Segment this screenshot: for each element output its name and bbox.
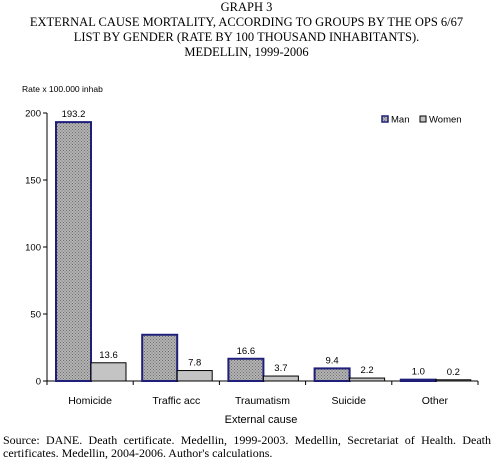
y-tick-label: 150 [25,176,41,187]
bar-women [262,375,299,382]
x-tick-label: Other [422,395,449,407]
y-tick-label: 0 [36,377,41,388]
bar-women [176,370,213,382]
bar-women [90,362,127,382]
y-tick-label: 50 [30,310,41,321]
x-tick-label: Suicide [331,395,366,407]
chart-title: GRAPH 3 EXTERNAL CAUSE MORTALITY, ACCORD… [0,0,493,60]
bar-women [349,377,386,382]
legend-label-man: Man [391,115,409,126]
data-label: 193.2 [62,109,86,120]
legend-swatch-women [419,115,427,123]
data-label: 7.8 [188,358,201,369]
y-axis-label: Rate x 100.000 inhab [22,84,103,94]
bar-man [399,378,437,383]
title-line-2: EXTERNAL CAUSE MORTALITY, ACCORDING TO G… [29,15,464,29]
data-label: 3.7 [274,363,287,374]
legend-swatch-man [381,115,389,123]
data-label: 13.6 [99,350,118,361]
y-tick-label: 100 [25,243,41,254]
legend-label-women: Women [429,115,462,126]
source-note: Source: DANE. Death certificate. Medelli… [3,433,491,460]
y-tick-label: 200 [25,109,41,120]
bar-man [313,367,351,382]
title-line-4: MEDELLIN, 1999-2006 [184,45,309,59]
bar-man [141,333,179,382]
data-label: 2.2 [360,365,373,376]
title-line-3: LIST BY GENDER (RATE BY 100 THOUSAND INH… [73,30,420,44]
data-label: 1.0 [412,367,425,378]
x-axis-label: External cause [225,414,298,426]
bar-man [55,121,92,382]
bar-man [227,357,265,383]
x-tick-label: Traffic acc [152,395,200,407]
data-label: 16.6 [237,346,256,357]
title-line-1: GRAPH 3 [220,0,273,14]
data-label: 9.4 [325,355,338,366]
x-tick-label: Homicide [68,395,112,407]
bar-women [435,379,472,382]
data-label: 0.2 [447,367,460,378]
x-tick-label: Traumatism [235,395,290,407]
bar-chart: 0 50 100 150 200 Homicide Traffic acc Traumatis… [25,109,479,426]
